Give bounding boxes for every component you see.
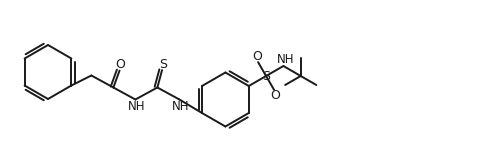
Text: S: S xyxy=(159,58,167,71)
Text: NH: NH xyxy=(128,100,145,113)
Text: NH: NH xyxy=(172,100,189,113)
Text: O: O xyxy=(252,50,262,63)
Text: S: S xyxy=(262,69,270,83)
Text: NH: NH xyxy=(277,52,294,65)
Text: O: O xyxy=(270,89,280,102)
Text: O: O xyxy=(115,58,126,71)
